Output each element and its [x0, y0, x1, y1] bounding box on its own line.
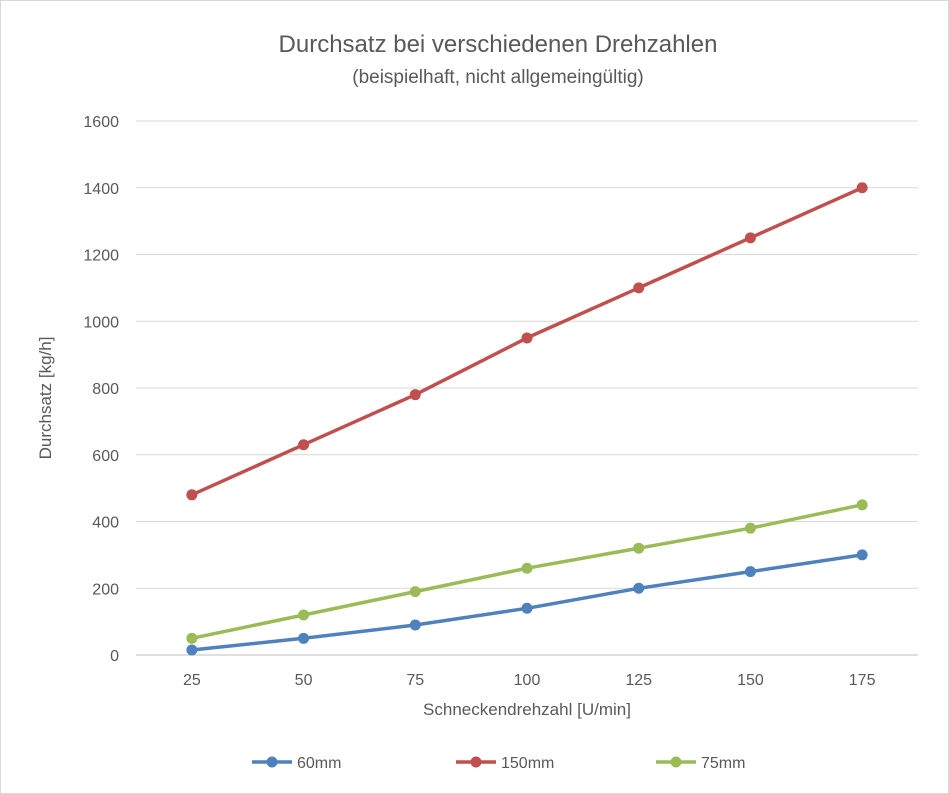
- y-tick-label-1000: 1000: [83, 314, 119, 331]
- data-point-150mm-175: [856, 182, 868, 194]
- y-axis-ticks: 0 200 400 600 800 1000 1200 1400 1600: [83, 114, 119, 665]
- legend: 60mm 150mm 75mm: [252, 755, 745, 772]
- legend-label: 75mm: [701, 755, 745, 772]
- data-point-60mm-75: [409, 619, 421, 631]
- y-tick-label-1200: 1200: [83, 248, 119, 265]
- data-point-60mm-25: [186, 644, 198, 656]
- y-tick-label-600: 600: [92, 448, 119, 465]
- data-point-75mm-175: [856, 499, 868, 511]
- series-150mm: [186, 182, 868, 501]
- data-point-75mm-25: [186, 632, 198, 644]
- data-point-60mm-175: [856, 549, 868, 561]
- legend-item-150mm: 150mm: [456, 755, 554, 772]
- data-point-150mm-125: [633, 282, 645, 294]
- data-point-75mm-100: [521, 562, 533, 574]
- legend-swatch-marker: [670, 756, 682, 768]
- data-point-60mm-100: [521, 602, 533, 614]
- chart-title: Durchsatz bei verschiedenen Drehzahlen: [279, 31, 718, 58]
- x-tick-label-50: 50: [295, 672, 313, 689]
- data-point-60mm-125: [633, 582, 645, 594]
- series-lines: [186, 182, 868, 656]
- legend-label: 150mm: [501, 755, 554, 772]
- x-tick-label-175: 175: [849, 672, 876, 689]
- data-point-150mm-50: [298, 439, 310, 451]
- x-axis-label: Schneckendrehzahl [U/min]: [423, 700, 631, 719]
- legend-label: 60mm: [297, 755, 341, 772]
- data-point-75mm-75: [409, 586, 421, 598]
- data-point-75mm-150: [744, 522, 756, 534]
- x-tick-label-75: 75: [406, 672, 424, 689]
- y-tick-label-200: 200: [92, 581, 119, 598]
- x-tick-label-25: 25: [183, 672, 201, 689]
- x-axis-ticks: 25 50 75 100 125 150 175: [183, 672, 876, 689]
- y-tick-label-1600: 1600: [83, 114, 119, 131]
- y-axis-label: Durchsatz [kg/h]: [36, 337, 55, 460]
- x-tick-label-125: 125: [625, 672, 652, 689]
- y-tick-label-1400: 1400: [83, 181, 119, 198]
- x-tick-label-100: 100: [514, 672, 541, 689]
- data-point-150mm-75: [409, 389, 421, 401]
- y-tick-label-0: 0: [110, 648, 119, 665]
- legend-swatch-marker: [470, 756, 482, 768]
- series-60mm: [186, 549, 868, 656]
- chart-subtitle: (beispielhaft, nicht allgemeingültig): [352, 67, 644, 88]
- data-point-150mm-100: [521, 332, 533, 344]
- data-point-60mm-50: [298, 632, 310, 644]
- series-75mm: [186, 499, 868, 644]
- legend-swatch-marker: [266, 756, 278, 768]
- data-point-75mm-125: [633, 542, 645, 554]
- y-tick-label-800: 800: [92, 381, 119, 398]
- legend-item-75mm: 75mm: [656, 755, 745, 772]
- gridlines: [136, 120, 918, 656]
- x-tick-label-150: 150: [737, 672, 764, 689]
- legend-item-60mm: 60mm: [252, 755, 341, 772]
- data-point-150mm-150: [744, 232, 756, 244]
- y-tick-label-400: 400: [92, 515, 119, 532]
- data-point-75mm-50: [298, 609, 310, 621]
- data-point-60mm-150: [744, 566, 756, 578]
- data-point-150mm-25: [186, 489, 198, 501]
